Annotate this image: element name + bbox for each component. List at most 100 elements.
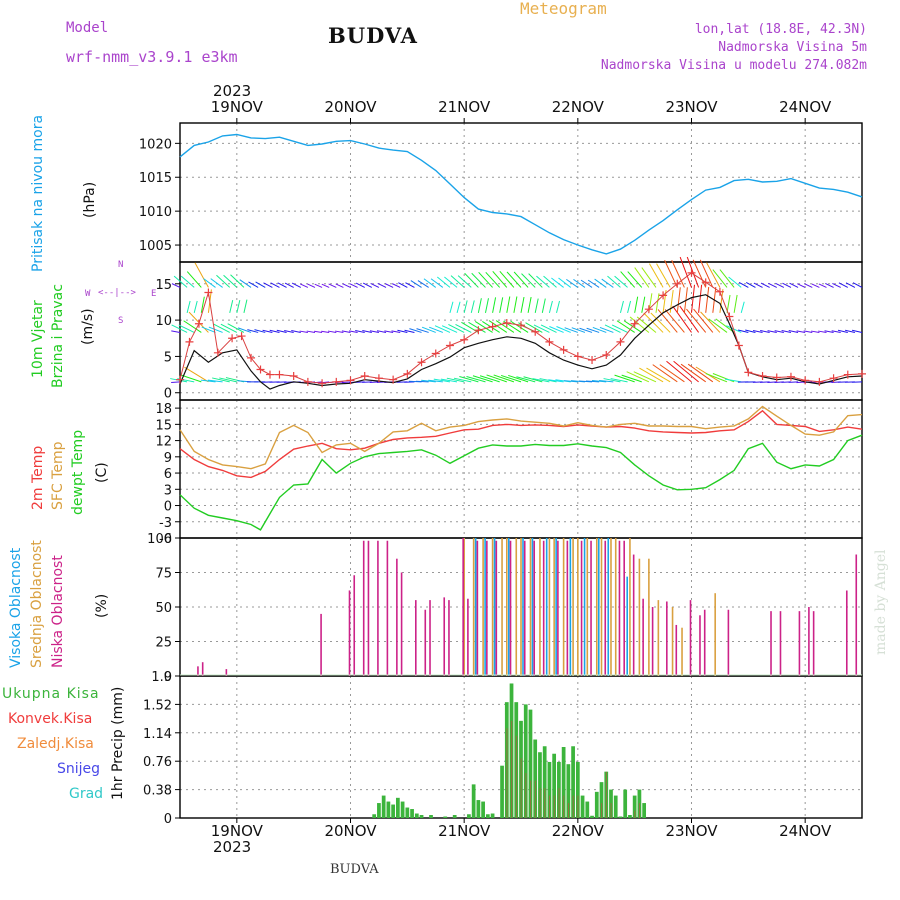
wind-barb — [740, 301, 745, 313]
wind-gust-marker — [573, 352, 582, 361]
wind-barb — [599, 326, 614, 333]
precip-total-bar — [414, 813, 419, 818]
wind-gust-marker — [772, 373, 781, 382]
wind-barb — [712, 269, 728, 288]
wind-barb — [409, 328, 422, 333]
wind-barb — [669, 289, 674, 313]
wind-barb — [446, 377, 465, 383]
wind-barb — [691, 284, 695, 313]
precip-conv-bar — [520, 758, 522, 818]
precip-total-bar — [500, 765, 504, 818]
precip-total-bar — [523, 704, 528, 818]
y-tick-label: 100 — [147, 532, 172, 547]
wind-barb — [705, 373, 728, 383]
wind-gust-marker — [237, 332, 246, 341]
wind-gust-marker — [360, 372, 369, 381]
wind-barb — [284, 329, 294, 333]
wind-barb — [558, 277, 572, 288]
y-tick-label: 15 — [155, 418, 172, 433]
wind-barb — [825, 282, 834, 288]
wind-barb — [236, 299, 241, 313]
wind-barb — [781, 330, 792, 333]
wind-barb — [657, 309, 678, 333]
wind-barb — [679, 305, 700, 333]
top-year: 2023 — [213, 82, 252, 100]
wind-barb — [650, 312, 671, 333]
wind-barb — [614, 275, 628, 288]
wind-gust-marker — [389, 375, 398, 384]
wind-barb — [229, 299, 234, 313]
wind-barb — [506, 271, 522, 288]
wind-gust-marker — [829, 374, 838, 383]
compass-cross: <--|--> — [98, 288, 136, 298]
wind-barb — [664, 260, 678, 288]
wind-barb — [788, 330, 799, 333]
precip-total-bar — [590, 815, 594, 818]
x-tick-label-bottom: 20NOV — [324, 822, 377, 840]
wind-gust-marker — [815, 377, 824, 386]
wind-barb — [851, 329, 863, 333]
wind-barb — [186, 300, 191, 313]
precip-total-bar — [538, 752, 542, 818]
wind-gust-marker — [403, 369, 412, 378]
wind-barb — [548, 300, 553, 313]
y-tick-label: 50 — [155, 601, 172, 616]
cloud-high-bars — [474, 538, 628, 676]
wind-gust-marker — [725, 312, 734, 321]
wind-barb — [738, 281, 749, 288]
x-tick-label-bottom: 21NOV — [438, 822, 491, 840]
model-label: Model — [66, 20, 109, 36]
wind-barb — [831, 330, 841, 333]
wind-barb — [676, 287, 681, 313]
precip-bars — [372, 683, 647, 818]
wind-gust-marker — [801, 376, 810, 385]
y-tick-label: 1020 — [139, 137, 172, 152]
precip-total-bar — [618, 816, 623, 818]
wind-gust-marker — [460, 335, 469, 344]
wind-gust-marker — [502, 319, 511, 328]
wind-barb — [768, 282, 777, 288]
wind-gust-marker — [474, 326, 483, 335]
precip-total-bar — [443, 816, 448, 818]
wind-barb — [370, 282, 380, 288]
wind-gust-marker — [630, 319, 639, 328]
y-tick-label: 1010 — [139, 205, 172, 220]
bottom-year: 2023 — [213, 838, 252, 856]
wind-barb — [611, 324, 628, 333]
wind-barb — [824, 330, 834, 333]
wind-gust-marker — [531, 327, 540, 336]
y-tick-label: 15 — [155, 278, 172, 293]
wind-gust-marker — [616, 337, 625, 346]
wind-barb — [377, 282, 387, 288]
wind-barb — [448, 324, 465, 333]
wind-barb — [708, 318, 728, 333]
wind-barb — [391, 283, 401, 288]
temp-2m-line — [179, 409, 863, 479]
wind-barb — [461, 321, 479, 333]
wind-barb — [796, 330, 806, 333]
wind-barb — [171, 324, 188, 333]
wind-barb — [355, 329, 365, 333]
legend-konvek: Konvek.Kisa — [8, 711, 93, 727]
wind-barb — [532, 378, 550, 383]
precip-conv-bar — [572, 795, 574, 818]
wind-barb — [646, 367, 671, 383]
wind-barb — [728, 276, 742, 288]
wind-barb — [527, 296, 532, 313]
wind-barb — [614, 374, 635, 383]
precip-total-bar — [561, 747, 566, 818]
wind-barb — [492, 297, 497, 313]
wind-barb — [248, 281, 259, 288]
wind-gust-marker — [176, 375, 184, 384]
x-tick-label-bottom: 23NOV — [665, 822, 718, 840]
wind-barb — [450, 275, 465, 288]
precip-total-bar — [471, 784, 476, 818]
wind-barb — [433, 378, 451, 383]
wind-barb — [686, 308, 707, 333]
y-tick-label: 10 — [155, 314, 172, 329]
x-tick-label-top: 23NOV — [665, 98, 718, 116]
precip-total-bar — [642, 803, 647, 818]
wind-barb — [477, 298, 482, 313]
wind-gust-marker — [843, 370, 852, 379]
precip-conv-bar — [639, 803, 641, 818]
